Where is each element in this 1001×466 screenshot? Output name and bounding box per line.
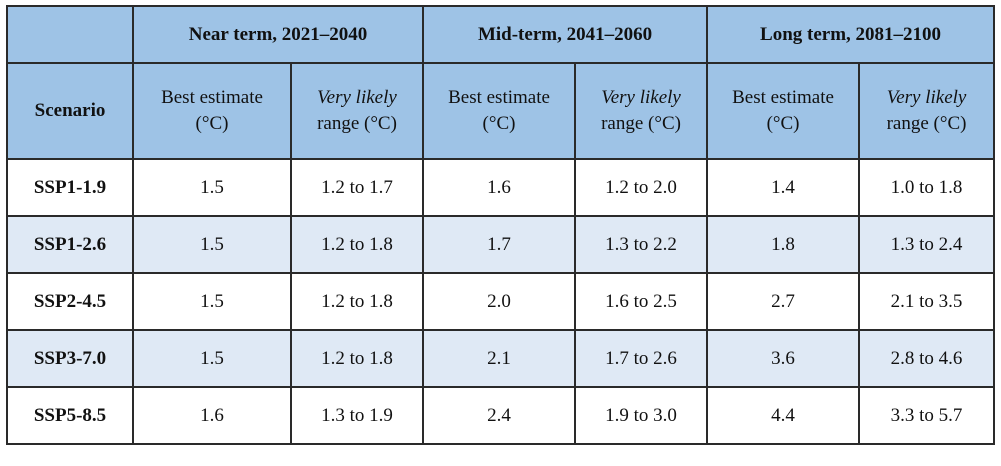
- table-cell: 1.6: [422, 158, 577, 217]
- period-header-mid-term: Mid-term, 2041–2060: [422, 5, 709, 64]
- likely-range-unit: range (°C): [886, 113, 967, 134]
- table-cell: 2.1 to 3.5: [858, 272, 996, 331]
- table-row: SSP5-8.5 1.6 1.3 to 1.9 2.4 1.9 to 3.0 4…: [6, 386, 996, 445]
- table-cell: 3.6: [706, 329, 861, 388]
- table-cell: 1.4: [706, 158, 861, 217]
- table-row: SSP2-4.5 1.5 1.2 to 1.8 2.0 1.6 to 2.5 2…: [6, 272, 996, 331]
- table-cell: 1.2 to 1.8: [289, 215, 425, 274]
- best-estimate-unit: (°C): [482, 113, 516, 134]
- table-cell: 1.9 to 3.0: [574, 386, 709, 445]
- scenario-name: SSP3-7.0: [6, 329, 134, 388]
- corner-cell: [6, 5, 134, 64]
- scenario-name: SSP1-1.9: [6, 158, 134, 217]
- table-cell: 1.5: [132, 158, 292, 217]
- table-cell: 2.8 to 4.6: [858, 329, 996, 388]
- best-estimate-label: Best estimate: [161, 87, 263, 108]
- table-cell: 1.3 to 2.2: [574, 215, 709, 274]
- table-cell: 2.4: [422, 386, 577, 445]
- table-cell: 1.2 to 2.0: [574, 158, 709, 217]
- table-cell: 1.2 to 1.7: [289, 158, 425, 217]
- scenario-header: Scenario: [6, 62, 134, 160]
- table-cell: 1.8: [706, 215, 861, 274]
- scenario-name: SSP5-8.5: [6, 386, 134, 445]
- best-estimate-header: Best estimate (°C): [132, 62, 292, 160]
- table-row: SSP3-7.0 1.5 1.2 to 1.8 2.1 1.7 to 2.6 3…: [6, 329, 996, 388]
- period-header-long-term: Long term, 2081–2100: [706, 5, 996, 64]
- table-row: SSP1-2.6 1.5 1.2 to 1.8 1.7 1.3 to 2.2 1…: [6, 215, 996, 274]
- likely-range-label: Very likely: [601, 87, 681, 108]
- likely-range-label: Very likely: [886, 87, 967, 108]
- table-cell: 1.6 to 2.5: [574, 272, 709, 331]
- warming-projection-table: Near term, 2021–2040 Mid-term, 2041–2060…: [6, 5, 996, 445]
- table-cell: 2.0: [422, 272, 577, 331]
- table-cell: 1.5: [132, 215, 292, 274]
- best-estimate-header: Best estimate (°C): [706, 62, 861, 160]
- likely-range-unit: range (°C): [317, 113, 397, 134]
- best-estimate-label: Best estimate: [448, 87, 550, 108]
- table-row: SSP1-1.9 1.5 1.2 to 1.7 1.6 1.2 to 2.0 1…: [6, 158, 996, 217]
- likely-range-header: Very likely range (°C): [858, 62, 996, 160]
- table-cell: 4.4: [706, 386, 861, 445]
- table-cell: 1.7 to 2.6: [574, 329, 709, 388]
- table-cell: 1.5: [132, 272, 292, 331]
- best-estimate-unit: (°C): [766, 113, 800, 134]
- table-cell: 1.5: [132, 329, 292, 388]
- table-cell: 1.3 to 1.9: [289, 386, 425, 445]
- table-cell: 1.0 to 1.8: [858, 158, 996, 217]
- table-cell: 1.7: [422, 215, 577, 274]
- best-estimate-unit: (°C): [195, 113, 229, 134]
- table-cell: 1.6: [132, 386, 292, 445]
- table-cell: 3.3 to 5.7: [858, 386, 996, 445]
- likely-range-header: Very likely range (°C): [289, 62, 425, 160]
- likely-range-header: Very likely range (°C): [574, 62, 709, 160]
- table-cell: 1.3 to 2.4: [858, 215, 996, 274]
- best-estimate-label: Best estimate: [732, 87, 834, 108]
- table-cell: 2.1: [422, 329, 577, 388]
- best-estimate-header: Best estimate (°C): [422, 62, 577, 160]
- likely-range-label: Very likely: [317, 87, 397, 108]
- column-header-row: Scenario Best estimate (°C) Very likely ra…: [6, 62, 996, 160]
- scenario-name: SSP2-4.5: [6, 272, 134, 331]
- likely-range-unit: range (°C): [601, 113, 681, 134]
- table-cell: 2.7: [706, 272, 861, 331]
- period-header-near-term: Near term, 2021–2040: [131, 5, 425, 64]
- scenario-name: SSP1-2.6: [6, 215, 134, 274]
- table-cell: 1.2 to 1.8: [289, 329, 425, 388]
- period-header-row: Near term, 2021–2040 Mid-term, 2041–2060…: [6, 5, 996, 64]
- table-cell: 1.2 to 1.8: [289, 272, 425, 331]
